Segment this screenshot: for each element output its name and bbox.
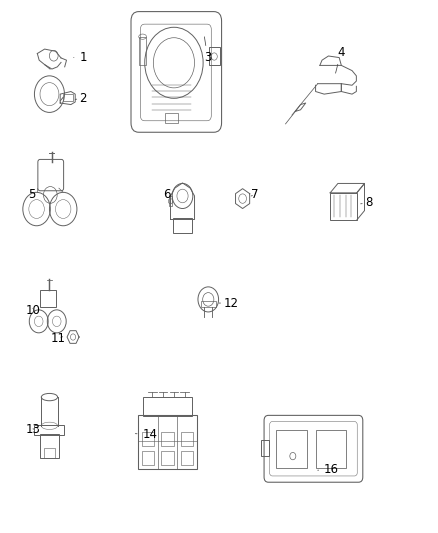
Text: 13: 13: [26, 423, 41, 436]
Text: 14: 14: [135, 428, 158, 441]
Bar: [169, 196, 172, 206]
Bar: [142, 432, 154, 446]
Bar: [162, 451, 173, 465]
Text: 8: 8: [360, 196, 372, 209]
Bar: [142, 451, 154, 465]
Bar: [181, 451, 193, 465]
Bar: [201, 302, 216, 306]
Bar: [276, 430, 307, 467]
Bar: [166, 114, 178, 123]
Bar: [138, 415, 197, 469]
Bar: [39, 290, 56, 306]
Bar: [40, 434, 59, 458]
Text: 12: 12: [219, 296, 238, 310]
Bar: [181, 432, 193, 446]
Text: 5: 5: [28, 188, 35, 201]
Text: 7: 7: [251, 188, 259, 201]
Text: 2: 2: [75, 92, 87, 105]
Text: 1: 1: [74, 51, 87, 64]
Bar: [143, 397, 192, 416]
Text: 3: 3: [204, 37, 212, 64]
Bar: [173, 218, 192, 232]
Bar: [139, 37, 146, 66]
Bar: [330, 193, 357, 220]
Text: 10: 10: [26, 304, 41, 317]
Bar: [315, 430, 346, 467]
Bar: [63, 94, 73, 101]
Text: 4: 4: [336, 46, 345, 73]
Bar: [209, 47, 220, 66]
Text: 16: 16: [318, 463, 339, 475]
Bar: [35, 425, 64, 435]
Text: 6: 6: [163, 188, 171, 201]
Bar: [261, 440, 269, 456]
Text: 11: 11: [51, 332, 66, 344]
Bar: [162, 432, 173, 446]
